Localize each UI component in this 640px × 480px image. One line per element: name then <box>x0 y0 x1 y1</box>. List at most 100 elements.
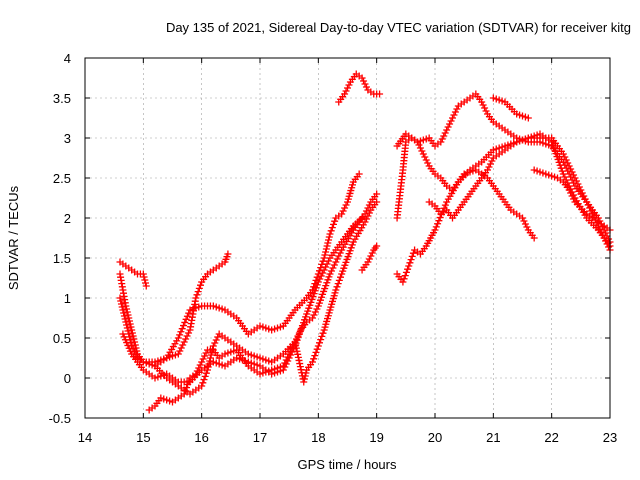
data-point <box>338 210 346 218</box>
data-point <box>281 359 289 367</box>
data-point <box>316 339 323 347</box>
data-point <box>342 201 350 209</box>
data-point <box>294 350 302 358</box>
data-point <box>198 358 206 366</box>
data-point <box>204 363 212 371</box>
data-point <box>206 354 214 362</box>
data-point <box>301 372 309 380</box>
series-track-c <box>116 170 363 366</box>
data-point <box>312 348 320 356</box>
x-axis-label: GPS time / hours <box>298 457 397 472</box>
data-point <box>406 259 414 267</box>
data-point <box>177 344 185 352</box>
data-point <box>174 334 182 342</box>
data-point <box>328 224 336 232</box>
data-point <box>361 218 369 226</box>
data-point <box>320 266 328 274</box>
series-track-f <box>151 198 381 398</box>
data-point <box>123 321 131 329</box>
data-point <box>128 329 136 337</box>
series-track-m <box>489 94 532 122</box>
data-point <box>292 341 300 349</box>
series-track-g <box>335 70 384 106</box>
data-point <box>332 286 340 294</box>
data-point <box>311 308 319 316</box>
data-point <box>580 192 588 200</box>
x-tick-label: 18 <box>311 430 325 445</box>
data-point <box>482 107 490 115</box>
data-point <box>331 217 339 225</box>
data-point <box>519 214 526 222</box>
data-point <box>407 256 415 264</box>
data-point <box>524 114 532 122</box>
data-point <box>441 201 449 209</box>
data-point <box>568 168 576 176</box>
data-point <box>142 279 150 287</box>
grid <box>85 58 610 418</box>
data-point <box>127 323 135 331</box>
data-point <box>199 355 207 363</box>
data-point <box>365 255 373 263</box>
data-point <box>310 311 318 319</box>
data-point <box>116 294 124 302</box>
data-point <box>449 114 456 122</box>
data-point <box>183 332 191 340</box>
series-track-i <box>393 134 538 242</box>
data-point <box>325 236 333 244</box>
data-point <box>292 344 300 352</box>
data-point <box>284 353 292 361</box>
y-tick-label: 0 <box>64 371 71 386</box>
data-point <box>405 262 413 270</box>
data-point <box>130 335 138 343</box>
data-point <box>568 192 576 200</box>
y-tick-label: 3 <box>64 131 71 146</box>
data-point <box>300 378 308 386</box>
data-point <box>400 275 408 283</box>
data-point <box>402 268 410 276</box>
data-point <box>292 335 300 343</box>
data-point <box>125 317 133 325</box>
y-tick-label: 1.5 <box>53 251 71 266</box>
data-points <box>116 70 614 414</box>
data-point <box>435 217 443 225</box>
data-point <box>124 327 132 335</box>
data-point <box>322 245 330 253</box>
data-point <box>195 284 203 292</box>
x-tick-label: 17 <box>253 430 267 445</box>
data-point <box>432 223 440 231</box>
data-point <box>324 239 332 247</box>
data-point <box>122 318 130 326</box>
y-axis-label: SDTVAR / TECUs <box>6 185 21 290</box>
data-point <box>300 375 308 383</box>
data-point <box>361 80 369 88</box>
data-point <box>327 227 335 235</box>
data-point <box>587 207 595 215</box>
data-point <box>131 341 139 349</box>
data-point <box>446 120 454 128</box>
data-point <box>207 351 215 359</box>
data-point <box>523 223 531 231</box>
data-point <box>367 252 375 260</box>
data-point <box>319 269 327 277</box>
data-point <box>571 174 579 182</box>
data-point <box>325 257 333 265</box>
data-point <box>192 370 200 378</box>
x-tick-label: 14 <box>78 430 92 445</box>
data-point <box>364 258 372 266</box>
data-point <box>323 260 331 268</box>
data-point <box>131 338 139 346</box>
data-point <box>141 276 149 284</box>
data-point <box>314 342 322 350</box>
data-point <box>309 314 316 322</box>
x-tick-label: 22 <box>544 430 558 445</box>
data-point <box>355 170 363 178</box>
data-point <box>450 111 458 119</box>
data-point <box>185 377 193 385</box>
data-point <box>422 156 430 164</box>
axis-ticks: 14 15 16 17 18 19 20 21 22 23 -0.5 0 0.5 1 1.5 2 2.5 3 3.5… <box>49 51 618 445</box>
data-point <box>481 104 489 112</box>
data-point <box>434 220 442 228</box>
data-point <box>212 336 220 344</box>
data-point <box>488 157 496 165</box>
